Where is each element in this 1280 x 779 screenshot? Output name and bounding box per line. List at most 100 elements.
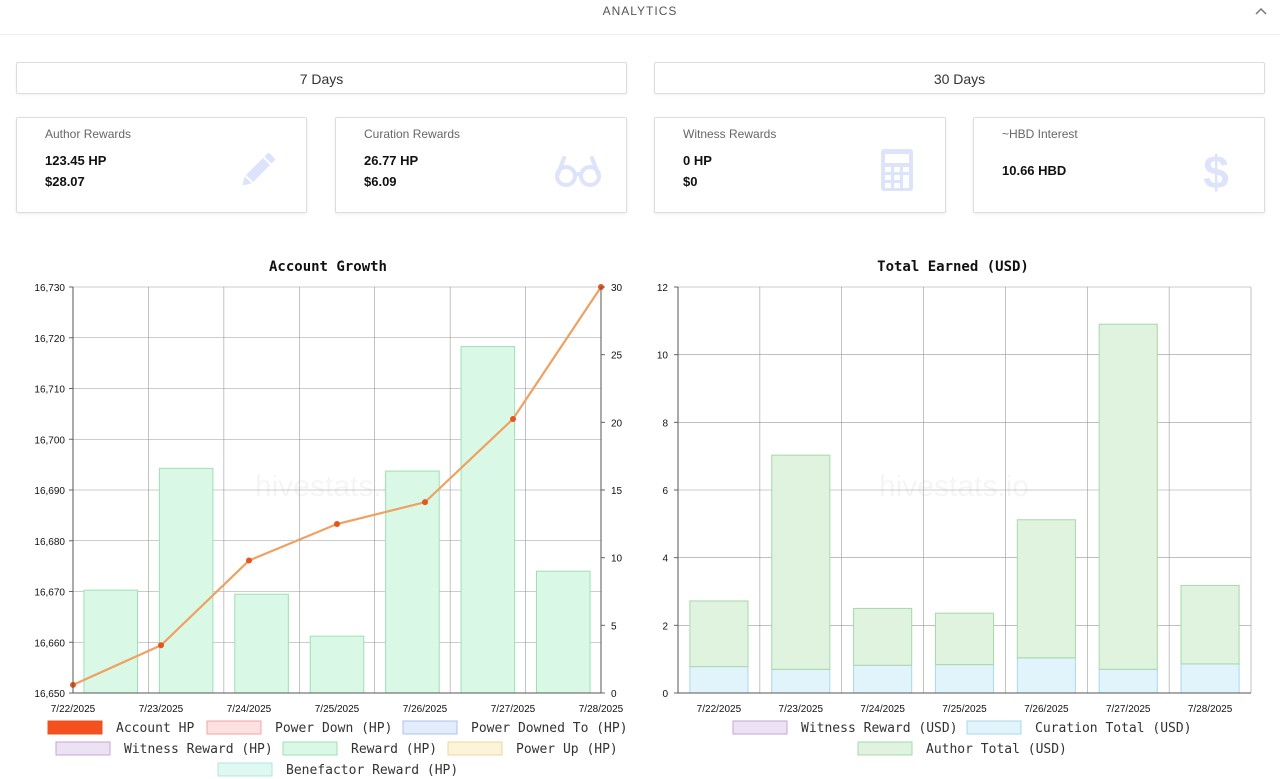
curation-bar: [1098, 668, 1158, 694]
reward-bar: [536, 570, 591, 694]
legend-swatch: [217, 762, 273, 777]
hbd-interest-card: ~HBD Interest 10.66 HBD $: [973, 117, 1265, 213]
y-tick-label: 10: [657, 351, 669, 362]
legend-swatch: [857, 741, 913, 756]
x-tick-label: 7/28/2025: [1188, 704, 1233, 715]
x-tick-label: 7/26/2025: [1024, 704, 1069, 715]
curation-bar: [934, 664, 995, 694]
y-tick-label: 4: [662, 554, 668, 565]
chart-watermark: hivestats.io: [879, 470, 1029, 503]
y-tick-label: 6: [662, 486, 668, 497]
range-7-days-button[interactable]: 7 Days: [16, 62, 627, 94]
author-bar: [771, 454, 831, 670]
legend-item[interactable]: Power Downed To (HP): [402, 720, 628, 736]
witness-rewards-card: Witness Rewards 0 HP $0: [654, 117, 946, 213]
legend-item[interactable]: Author Total (USD): [857, 741, 1067, 757]
reward-bar: [83, 589, 138, 694]
y-tick-label: 0: [662, 689, 668, 700]
reward-bar: [385, 470, 440, 694]
y-right-tick-label: 15: [611, 486, 623, 497]
legend-label: Reward (HP): [351, 742, 437, 757]
analytics-header[interactable]: ANALYTICS: [0, 0, 1280, 35]
legend-item[interactable]: Reward (HP): [282, 741, 437, 757]
account-hp-point: [510, 415, 516, 422]
legend-item[interactable]: Benefactor Reward (HP): [217, 762, 458, 778]
legend-label: Curation Total (USD): [1035, 721, 1192, 736]
x-tick-label: 7/23/2025: [779, 704, 824, 715]
reward-bar: [309, 635, 365, 694]
legend-item[interactable]: Power Up (HP): [447, 741, 618, 757]
account-hp-point: [334, 521, 340, 528]
x-tick-label: 7/24/2025: [860, 704, 905, 715]
card-label: ~HBD Interest: [1002, 127, 1078, 141]
account-hp-point: [246, 557, 252, 564]
legend-label: Author Total (USD): [926, 742, 1067, 757]
reward-bar: [234, 593, 289, 694]
calculator-icon: [881, 149, 913, 191]
legend-label: Power Downed To (HP): [471, 721, 628, 736]
legend-swatch: [47, 720, 103, 735]
curation-bar: [1016, 657, 1076, 694]
author-bar: [853, 607, 913, 666]
pencil-icon: [242, 152, 276, 186]
card-usd-value: $28.07: [45, 174, 85, 189]
legend-item[interactable]: Witness Reward (HP): [55, 741, 273, 757]
x-tick-label: 7/26/2025: [403, 704, 448, 715]
account-hp-point: [422, 499, 428, 506]
author-bar: [1016, 519, 1076, 659]
author-bar: [934, 612, 995, 666]
y-left-tick-label: 16,710: [34, 385, 65, 396]
legend-swatch: [55, 741, 111, 756]
curation-bar: [689, 666, 749, 694]
card-label: Witness Rewards: [683, 127, 777, 141]
y-left-tick-label: 16,720: [34, 334, 65, 345]
card-hp-value: 123.45 HP: [45, 153, 107, 168]
chevron-up-icon[interactable]: [1252, 2, 1270, 20]
legend-label: Witness Reward (USD): [801, 721, 958, 736]
section-title: ANALYTICS: [602, 4, 678, 18]
card-label: Author Rewards: [45, 127, 132, 141]
account-growth-chart: Account Growth hivestats.io 16,650 16,660…: [34, 259, 628, 778]
y-right-tick-label: 30: [611, 283, 623, 294]
x-tick-label: 7/25/2025: [315, 704, 360, 715]
legend-swatch: [402, 720, 458, 735]
dollar-icon: $: [1203, 146, 1229, 194]
x-tick-label: 7/22/2025: [697, 704, 742, 715]
x-tick-label: 7/25/2025: [942, 704, 987, 715]
card-usd-value: $0: [683, 174, 698, 189]
legend-swatch: [732, 720, 788, 735]
y-left-tick-label: 16,670: [34, 588, 65, 599]
legend-swatch: [966, 720, 1022, 735]
account-hp-point: [158, 642, 164, 649]
author-bar: [1180, 584, 1240, 665]
legend-swatch: [282, 741, 338, 756]
range-30-days-button[interactable]: 30 Days: [654, 62, 1265, 94]
card-label: Curation Rewards: [364, 127, 461, 141]
x-tick-label: 7/28/2025: [579, 704, 624, 715]
x-tick-label: 7/27/2025: [1106, 704, 1151, 715]
legend-label: Power Up (HP): [516, 742, 618, 757]
legend-label: Account HP: [116, 721, 194, 736]
x-tick-label: 7/27/2025: [491, 704, 536, 715]
y-left-tick-label: 16,680: [34, 537, 65, 548]
y-tick-label: 2: [662, 621, 668, 632]
author-rewards-card: Author Rewards 123.45 HP $28.07: [16, 117, 307, 213]
chart-title: Account Growth: [269, 259, 387, 275]
curation-bar: [1180, 663, 1240, 694]
y-left-tick-label: 16,700: [34, 435, 65, 446]
legend-item[interactable]: Witness Reward (USD): [732, 720, 958, 736]
svg-text:$: $: [1203, 146, 1229, 194]
legend-item[interactable]: Curation Total (USD): [966, 720, 1192, 736]
y-tick-label: 8: [662, 418, 668, 429]
author-bar: [689, 600, 749, 668]
y-tick-label: 12: [657, 283, 669, 294]
x-tick-label: 7/24/2025: [227, 704, 272, 715]
x-tick-label: 7/22/2025: [51, 704, 96, 715]
card-usd-value: $6.09: [364, 174, 397, 189]
legend-item[interactable]: Power Down (HP): [206, 720, 392, 736]
legend-item[interactable]: Account HP: [47, 720, 194, 736]
legend-swatch: [447, 741, 503, 756]
x-tick-label: 7/23/2025: [139, 704, 184, 715]
author-bar: [1098, 323, 1158, 670]
y-right-tick-label: 10: [611, 554, 623, 565]
